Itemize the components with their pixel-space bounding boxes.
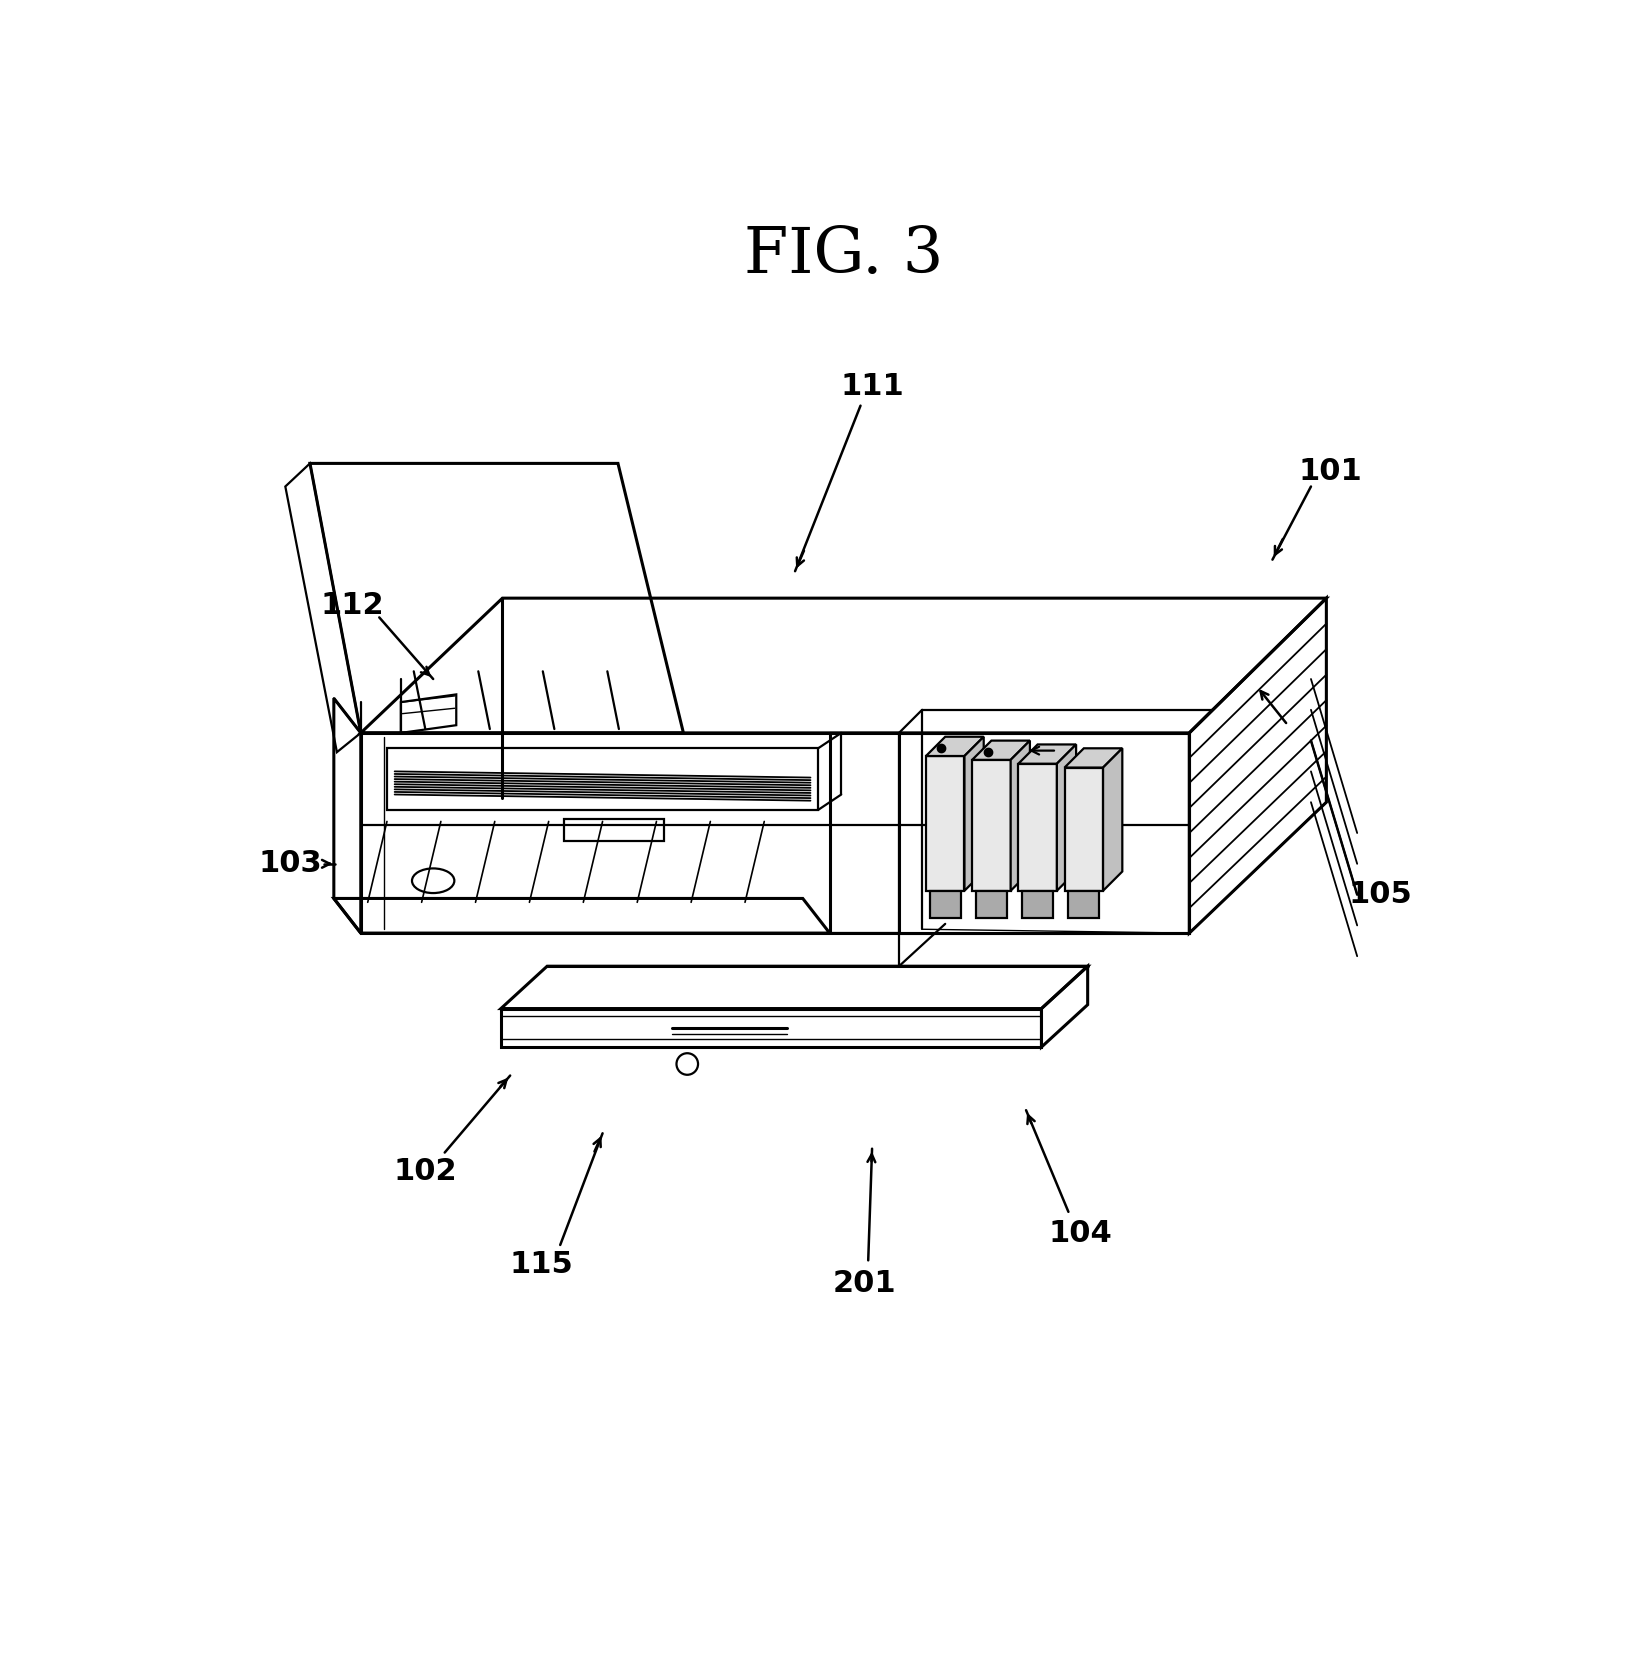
- Polygon shape: [1019, 744, 1076, 764]
- Polygon shape: [1065, 748, 1123, 768]
- Text: 105: 105: [1348, 880, 1412, 909]
- Text: FIG. 3: FIG. 3: [744, 225, 943, 286]
- Text: 115: 115: [509, 1250, 573, 1278]
- Polygon shape: [973, 741, 1030, 759]
- Polygon shape: [927, 738, 984, 756]
- Polygon shape: [965, 738, 984, 890]
- Polygon shape: [1022, 890, 1053, 917]
- Polygon shape: [927, 756, 965, 890]
- Bar: [565, 820, 665, 840]
- Polygon shape: [1019, 764, 1057, 890]
- Text: 112: 112: [321, 591, 384, 620]
- Text: 111: 111: [839, 371, 904, 402]
- Text: 201: 201: [833, 1268, 895, 1299]
- Text: 102: 102: [393, 1158, 458, 1186]
- Text: 103: 103: [258, 850, 323, 879]
- Polygon shape: [1068, 890, 1100, 917]
- Polygon shape: [1011, 741, 1030, 890]
- Polygon shape: [1057, 744, 1076, 890]
- Text: 101: 101: [1299, 457, 1363, 486]
- Polygon shape: [930, 890, 961, 917]
- Polygon shape: [1065, 768, 1103, 890]
- Polygon shape: [1103, 748, 1123, 890]
- Text: 104: 104: [1049, 1220, 1111, 1248]
- Polygon shape: [976, 890, 1007, 917]
- Polygon shape: [973, 759, 1011, 890]
